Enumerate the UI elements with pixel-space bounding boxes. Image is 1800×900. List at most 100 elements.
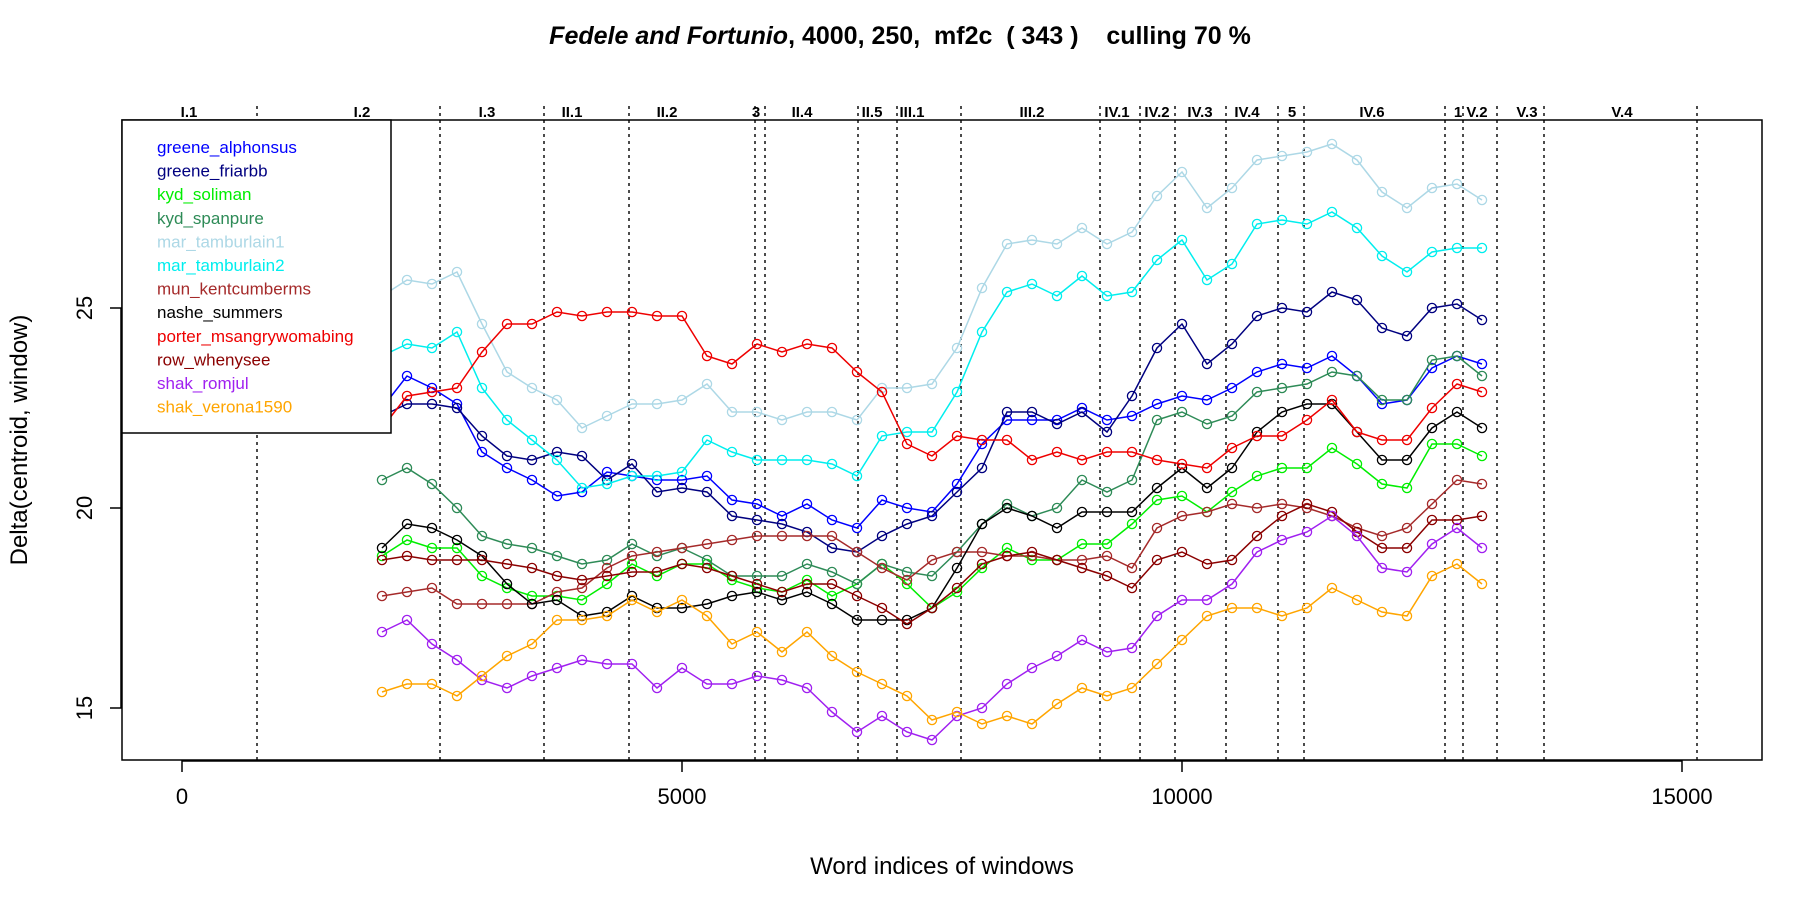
- data-point: [526, 598, 538, 610]
- data-point: [876, 530, 888, 542]
- data-point: [1076, 222, 1088, 234]
- data-point: [901, 690, 913, 702]
- data-point: [601, 410, 613, 422]
- data-point: [801, 530, 813, 542]
- data-point: [876, 614, 888, 626]
- data-point: [401, 534, 413, 546]
- data-point: [901, 726, 913, 738]
- data-point: [1101, 426, 1113, 438]
- data-point: [726, 406, 738, 418]
- data-point: [1401, 434, 1413, 446]
- data-point: [1251, 530, 1263, 542]
- data-point: [1001, 678, 1013, 690]
- data-point: [826, 458, 838, 470]
- data-point: [1351, 426, 1363, 438]
- data-point: [1151, 342, 1163, 354]
- data-point: [726, 570, 738, 582]
- legend-entry-shak_romjul: shak_romjul: [157, 374, 249, 393]
- data-point: [801, 338, 813, 350]
- data-point: [926, 450, 938, 462]
- data-point: [1401, 454, 1413, 466]
- data-point: [676, 542, 688, 554]
- data-point: [1201, 394, 1213, 406]
- data-point: [1001, 406, 1013, 418]
- data-point: [451, 690, 463, 702]
- data-point: [1226, 338, 1238, 350]
- data-point: [1451, 378, 1463, 390]
- data-point: [451, 598, 463, 610]
- data-point: [576, 310, 588, 322]
- data-point: [1226, 258, 1238, 270]
- data-point: [526, 318, 538, 330]
- y-tick-label-2: 25: [72, 296, 97, 320]
- data-point: [1126, 642, 1138, 654]
- data-point: [1101, 550, 1113, 562]
- data-point: [1401, 266, 1413, 278]
- data-point: [1451, 242, 1463, 254]
- data-point: [1151, 554, 1163, 566]
- data-point: [851, 546, 863, 558]
- data-point: [1076, 474, 1088, 486]
- series-line-porter_msangrywomabing: [381, 311, 1483, 469]
- x-tick-label-2: 10000: [1151, 784, 1212, 809]
- data-point: [1251, 430, 1263, 442]
- data-point: [701, 486, 713, 498]
- data-point: [1451, 178, 1463, 190]
- data-point: [1201, 558, 1213, 570]
- data-point: [951, 706, 963, 718]
- data-point: [1126, 226, 1138, 238]
- data-point: [1201, 482, 1213, 494]
- data-point: [1451, 438, 1463, 450]
- data-point: [676, 558, 688, 570]
- x-tick-label-0: 0: [176, 784, 188, 809]
- data-point: [451, 502, 463, 514]
- data-point: [601, 554, 613, 566]
- data-point: [1101, 690, 1113, 702]
- data-point: [1201, 358, 1213, 370]
- data-point: [376, 686, 388, 698]
- data-point: [1476, 194, 1488, 206]
- data-point: [401, 518, 413, 530]
- data-point: [1326, 582, 1338, 594]
- data-point: [401, 274, 413, 286]
- data-point: [376, 474, 388, 486]
- data-point: [976, 558, 988, 570]
- data-point: [1101, 290, 1113, 302]
- series-line-kyd_spanpure: [381, 355, 1483, 585]
- data-point: [1076, 562, 1088, 574]
- series-line-row_whenysee: [381, 503, 1483, 625]
- data-point: [576, 594, 588, 606]
- data-point: [1076, 634, 1088, 646]
- data-point: [901, 382, 913, 394]
- data-point: [376, 542, 388, 554]
- y-tick-label-0: 15: [72, 696, 97, 720]
- data-point: [1051, 698, 1063, 710]
- data-point: [1301, 146, 1313, 158]
- data-point: [626, 458, 638, 470]
- data-point: [726, 358, 738, 370]
- data-point: [1276, 406, 1288, 418]
- data-point: [376, 550, 388, 562]
- data-point: [601, 570, 613, 582]
- data-point: [551, 550, 563, 562]
- data-point: [726, 494, 738, 506]
- data-point: [1476, 542, 1488, 554]
- data-point: [1076, 554, 1088, 566]
- data-point: [1051, 446, 1063, 458]
- data-point: [1376, 542, 1388, 554]
- data-point: [1426, 302, 1438, 314]
- data-point: [826, 566, 838, 578]
- data-point: [951, 546, 963, 558]
- data-point: [626, 398, 638, 410]
- data-point: [1376, 434, 1388, 446]
- data-point: [1476, 510, 1488, 522]
- data-point: [826, 590, 838, 602]
- data-point: [1326, 138, 1338, 150]
- series-porter_msangrywomabing: [376, 306, 1488, 474]
- data-point: [676, 394, 688, 406]
- data-point: [1251, 386, 1263, 398]
- section-label-1: I.2: [354, 104, 371, 121]
- data-point: [1451, 406, 1463, 418]
- data-point: [876, 602, 888, 614]
